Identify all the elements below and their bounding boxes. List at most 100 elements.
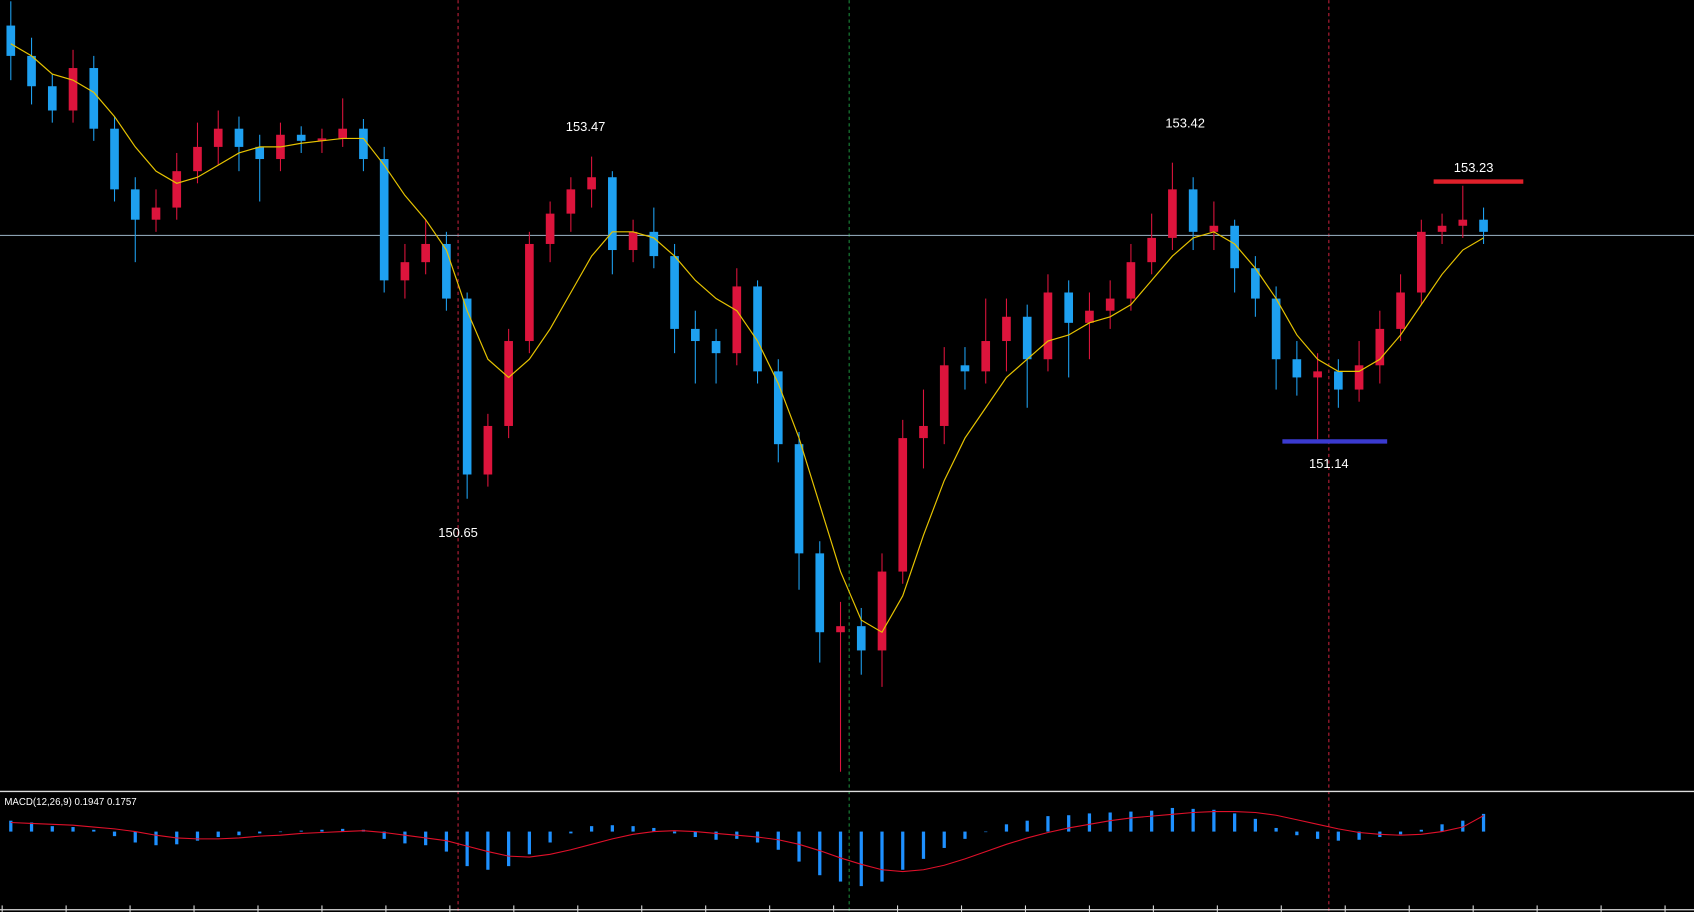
- candle-body: [483, 425, 493, 475]
- candle-body: [338, 128, 348, 139]
- candle-body: [587, 177, 596, 190]
- macd-bar: [942, 831, 946, 848]
- candle-body: [1479, 219, 1488, 232]
- candle-body: [6, 25, 16, 56]
- macd-bar: [1025, 820, 1029, 832]
- price-annotation: 151.14: [1309, 456, 1349, 471]
- macd-bar: [631, 826, 635, 832]
- candle-body: [981, 341, 991, 372]
- candle-body: [649, 231, 659, 257]
- macd-bar: [589, 826, 594, 832]
- candle-body: [1334, 371, 1343, 390]
- macd-bar: [838, 831, 843, 882]
- candle-body: [898, 438, 908, 572]
- candle-body: [670, 256, 679, 329]
- candle-body: [1416, 231, 1426, 293]
- candle-body: [1375, 328, 1385, 366]
- macd-bar: [382, 831, 386, 839]
- macd-bar: [71, 827, 75, 832]
- macd-bar: [154, 831, 158, 846]
- moving-average: [10, 43, 1484, 634]
- candle-body: [1022, 316, 1032, 360]
- macd-bar: [1357, 831, 1361, 840]
- candle-body: [193, 146, 202, 172]
- candle-body: [1002, 316, 1011, 342]
- macd-bar: [1212, 809, 1216, 832]
- macd-bar: [9, 820, 13, 832]
- macd-bar: [278, 831, 283, 833]
- macd-bar: [133, 831, 137, 843]
- candle-body: [27, 55, 36, 87]
- candle-body: [1126, 262, 1136, 299]
- candle-body: [1251, 268, 1260, 299]
- macd-bar: [1004, 824, 1009, 832]
- candle-body: [628, 231, 638, 251]
- candle-body: [525, 243, 534, 342]
- macd-bar: [1067, 815, 1071, 832]
- candle-body: [317, 138, 327, 141]
- macd-bar: [1087, 813, 1092, 832]
- candle-body: [1354, 365, 1364, 390]
- macd-bar: [1419, 829, 1423, 832]
- macd-bar: [693, 831, 697, 838]
- price-annotation: 153.42: [1165, 116, 1205, 131]
- macd-bar: [818, 831, 822, 876]
- candle-body: [47, 86, 57, 111]
- candle-body: [379, 159, 389, 281]
- candle-body: [877, 571, 887, 651]
- candle-body: [151, 207, 161, 220]
- candle-body: [732, 286, 742, 354]
- macd-bar: [984, 831, 988, 833]
- indicator-title: MACD(12,26,9) 0.1947 0.1757: [4, 797, 136, 808]
- macd-bar: [465, 831, 469, 867]
- price-annotation: 153.23: [1454, 160, 1494, 175]
- candle-body: [400, 262, 410, 281]
- candle-body: [130, 189, 140, 220]
- macd-bar: [1046, 816, 1050, 832]
- macd-bar: [507, 831, 511, 867]
- macd-bar: [610, 825, 614, 832]
- candle-body: [1209, 225, 1219, 232]
- candle-body: [711, 341, 721, 354]
- macd-bar: [1440, 824, 1444, 832]
- macd-bar: [92, 829, 96, 832]
- macd-bar: [652, 827, 656, 832]
- macd-bar: [1233, 813, 1237, 832]
- macd-bar: [1191, 808, 1195, 832]
- candle-body: [1271, 298, 1281, 360]
- candle-body: [442, 243, 451, 299]
- macd-bar: [901, 831, 905, 870]
- macd-bar: [1150, 810, 1154, 832]
- candle-body: [213, 128, 223, 147]
- candle-body: [1292, 359, 1302, 378]
- candle-body: [89, 68, 99, 129]
- candle-body: [1168, 189, 1177, 238]
- candle-body: [1396, 292, 1405, 329]
- macd-bar: [776, 831, 780, 850]
- macd-bar: [527, 831, 531, 855]
- candle-body: [1230, 225, 1239, 269]
- macd-bar: [486, 831, 490, 870]
- macd-bar: [963, 831, 967, 839]
- macd-bar: [797, 831, 801, 862]
- price-annotation: 150.65: [438, 525, 478, 540]
- macd-bar: [1481, 813, 1486, 832]
- macd-bar: [1274, 827, 1278, 832]
- candle-body: [421, 243, 430, 263]
- macd-bar: [195, 831, 200, 841]
- macd-bar: [299, 830, 303, 832]
- candle-body: [234, 128, 244, 147]
- macd-bar: [1461, 820, 1465, 832]
- candle-body: [836, 626, 845, 633]
- macd-bar: [216, 831, 220, 838]
- candle-body: [566, 189, 576, 214]
- macd-bar: [1170, 807, 1175, 832]
- candle-body: [815, 553, 825, 633]
- candle-body: [919, 425, 928, 439]
- candle-body: [359, 128, 368, 160]
- candle-body: [68, 68, 78, 111]
- macd-bar: [1295, 831, 1299, 836]
- candle-body: [773, 371, 783, 445]
